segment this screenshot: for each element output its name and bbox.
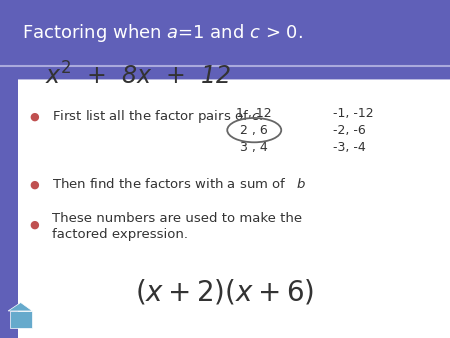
Bar <box>0 66 18 338</box>
Text: First list all the factor pairs of $c$.: First list all the factor pairs of $c$. <box>52 108 263 125</box>
Bar <box>10 311 32 328</box>
Text: -2, -6: -2, -6 <box>333 124 366 137</box>
Text: ●: ● <box>29 112 39 122</box>
Polygon shape <box>8 303 32 311</box>
Text: Then find the factors with a sum of   $b$: Then find the factors with a sum of $b$ <box>52 177 306 191</box>
Bar <box>0 33 450 66</box>
Text: 1 , 12: 1 , 12 <box>236 107 272 120</box>
Text: These numbers are used to make the: These numbers are used to make the <box>52 212 302 224</box>
FancyBboxPatch shape <box>0 0 450 79</box>
Text: $(x + 2)(x + 6)$: $(x + 2)(x + 6)$ <box>135 278 315 307</box>
Text: 3 , 4: 3 , 4 <box>240 141 268 153</box>
Text: 2 , 6: 2 , 6 <box>240 124 268 137</box>
Text: Factoring when $a$=1 and $c$ > 0.: Factoring when $a$=1 and $c$ > 0. <box>22 22 304 44</box>
Text: ●: ● <box>29 220 39 230</box>
Text: -3, -4: -3, -4 <box>333 141 366 153</box>
Text: -1, -12: -1, -12 <box>333 107 374 120</box>
Text: factored expression.: factored expression. <box>52 228 188 241</box>
Text: $x^2$  +  8$x$  +  12: $x^2$ + 8$x$ + 12 <box>45 63 231 90</box>
Text: ●: ● <box>29 179 39 189</box>
